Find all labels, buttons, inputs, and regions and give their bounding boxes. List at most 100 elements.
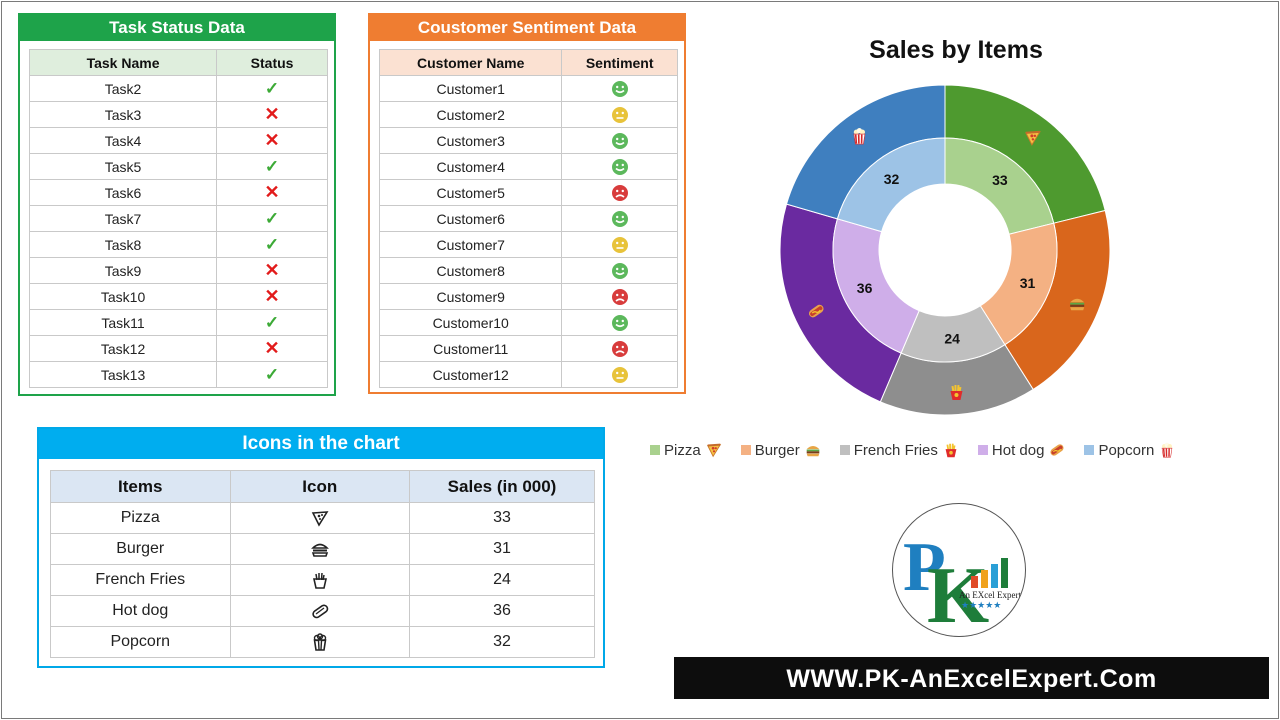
customer-name-cell: Customer8	[378, 257, 563, 284]
website-banner[interactable]: WWW.PK-AnExcelExpert.Com	[674, 657, 1269, 699]
table-row: Task11 ✓	[28, 309, 328, 336]
table-row: Task7 ✓	[28, 205, 328, 232]
sad-face-icon	[611, 184, 628, 201]
table-row: Popcorn 32	[50, 626, 595, 658]
column-header-task-name: Task Name	[28, 49, 218, 76]
sentiment-cell	[561, 335, 678, 362]
svg-text:P: P	[903, 529, 946, 606]
happy-face-icon	[611, 80, 628, 97]
task-status-cell: ✕	[216, 257, 328, 284]
slice-burger-icon	[1070, 298, 1085, 311]
table-row: Customer1	[378, 75, 678, 102]
customer-name-cell: Customer7	[378, 231, 563, 258]
sad-face-icon	[611, 340, 628, 357]
checkmark-icon: ✓	[264, 78, 280, 98]
legend-item-popcorn[interactable]: Popcorn	[1084, 441, 1176, 459]
sales-donut-chart: 33 31 24 36 32	[779, 85, 1111, 416]
checkmark-icon: ✓	[264, 364, 280, 384]
task-name-cell: Task13	[28, 361, 218, 388]
column-header-icon: Icon	[229, 470, 411, 503]
legend-item-burger[interactable]: Burger	[740, 441, 822, 459]
pk-logo: P K An EXcel Expert ★★★★★	[892, 503, 1026, 637]
legend-label: Pizza	[664, 441, 701, 459]
legend-item-pizza[interactable]: Pizza	[650, 441, 723, 459]
sentiment-cell	[561, 283, 678, 310]
task-name-cell: Task5	[28, 153, 218, 180]
icons-table: Items Icon Sales (in 000) Pizza 33 Burger 3…	[50, 470, 595, 658]
task-status-cell: ✓	[216, 231, 328, 258]
table-row: Customer8	[378, 257, 678, 284]
column-header-customer-name: Customer Name	[378, 49, 563, 76]
legend-item-french-fries[interactable]: French Fries	[839, 441, 960, 459]
item-icon-cell	[229, 564, 411, 596]
slice-popcorn-icon	[853, 127, 866, 145]
sentiment-cell	[561, 101, 678, 128]
task-name-cell: Task6	[28, 179, 218, 206]
happy-face-icon	[611, 314, 628, 331]
icons-in-chart-panel: Icons in the chart Items Icon Sales (in …	[37, 427, 605, 668]
legend-item-hot-dog[interactable]: Hot dog	[977, 441, 1067, 459]
legend-swatch	[839, 445, 850, 455]
item-name-cell: Popcorn	[50, 626, 231, 658]
item-name-cell: French Fries	[50, 564, 231, 596]
task-status-cell: ✓	[216, 153, 328, 180]
item-name-cell: Burger	[50, 533, 231, 565]
inner-ring-slice-popcorn[interactable]	[836, 137, 946, 233]
table-row: Customer2	[378, 101, 678, 128]
hotdog-icon	[808, 304, 824, 318]
data-label: 33	[992, 172, 1008, 188]
item-name-cell: Pizza	[50, 502, 231, 534]
neutral-face-icon	[611, 236, 628, 253]
table-row: Burger 31	[50, 533, 595, 565]
table-row: French Fries 24	[50, 564, 595, 596]
customer-sentiment-title: Coustomer Sentiment Data	[370, 15, 684, 41]
table-row: Task3 ✕	[28, 101, 328, 128]
data-label: 24	[944, 331, 960, 347]
icons-panel-title: Icons in the chart	[39, 429, 603, 459]
chart-legend: Pizza Burger French Fries Hot dog Popcorn	[650, 438, 1176, 462]
column-header-items: Items	[50, 470, 231, 503]
pizza-icon	[311, 511, 329, 527]
item-name-cell: Hot dog	[50, 595, 231, 627]
sentiment-cell	[561, 257, 678, 284]
popcorn-icon	[313, 633, 327, 651]
table-row: Customer12	[378, 361, 678, 388]
logo-stars: ★★★★★	[961, 600, 1001, 610]
data-label: 36	[857, 280, 873, 296]
sales-cell: 36	[409, 595, 595, 627]
customer-name-cell: Customer6	[378, 205, 563, 232]
slice-hotdog-icon	[808, 304, 824, 318]
item-icon-cell	[229, 626, 411, 658]
happy-face-icon	[611, 210, 628, 227]
customer-name-cell: Customer12	[378, 361, 563, 388]
fries-icon	[945, 443, 957, 458]
table-row: Customer7	[378, 231, 678, 258]
cross-icon: ✕	[264, 130, 280, 150]
sentiment-cell	[561, 127, 678, 154]
hotdog-icon	[312, 604, 329, 619]
cross-icon: ✕	[264, 104, 280, 124]
sentiment-cell	[561, 309, 678, 336]
table-row: Customer6	[378, 205, 678, 232]
task-status-table: Task Name Status Task2 ✓ Task3 ✕ Task4 ✕ Task5…	[28, 49, 328, 388]
table-row: Task4 ✕	[28, 127, 328, 154]
table-row: Task10 ✕	[28, 283, 328, 310]
cross-icon: ✕	[264, 338, 280, 358]
popcorn-icon	[853, 127, 866, 145]
table-row: Hot dog 36	[50, 595, 595, 627]
task-status-cell: ✓	[216, 205, 328, 232]
cross-icon: ✕	[264, 182, 280, 202]
sentiment-cell	[561, 361, 678, 388]
table-row: Task12 ✕	[28, 335, 328, 362]
legend-swatch	[740, 445, 751, 455]
hotdog-icon	[1050, 444, 1065, 456]
customer-name-cell: Customer5	[378, 179, 563, 206]
happy-face-icon	[611, 262, 628, 279]
legend-swatch	[1084, 445, 1095, 455]
popcorn-icon	[1162, 442, 1173, 458]
table-row: Customer10	[378, 309, 678, 336]
customer-name-cell: Customer11	[378, 335, 563, 362]
sentiment-cell	[561, 179, 678, 206]
sales-cell: 31	[409, 533, 595, 565]
